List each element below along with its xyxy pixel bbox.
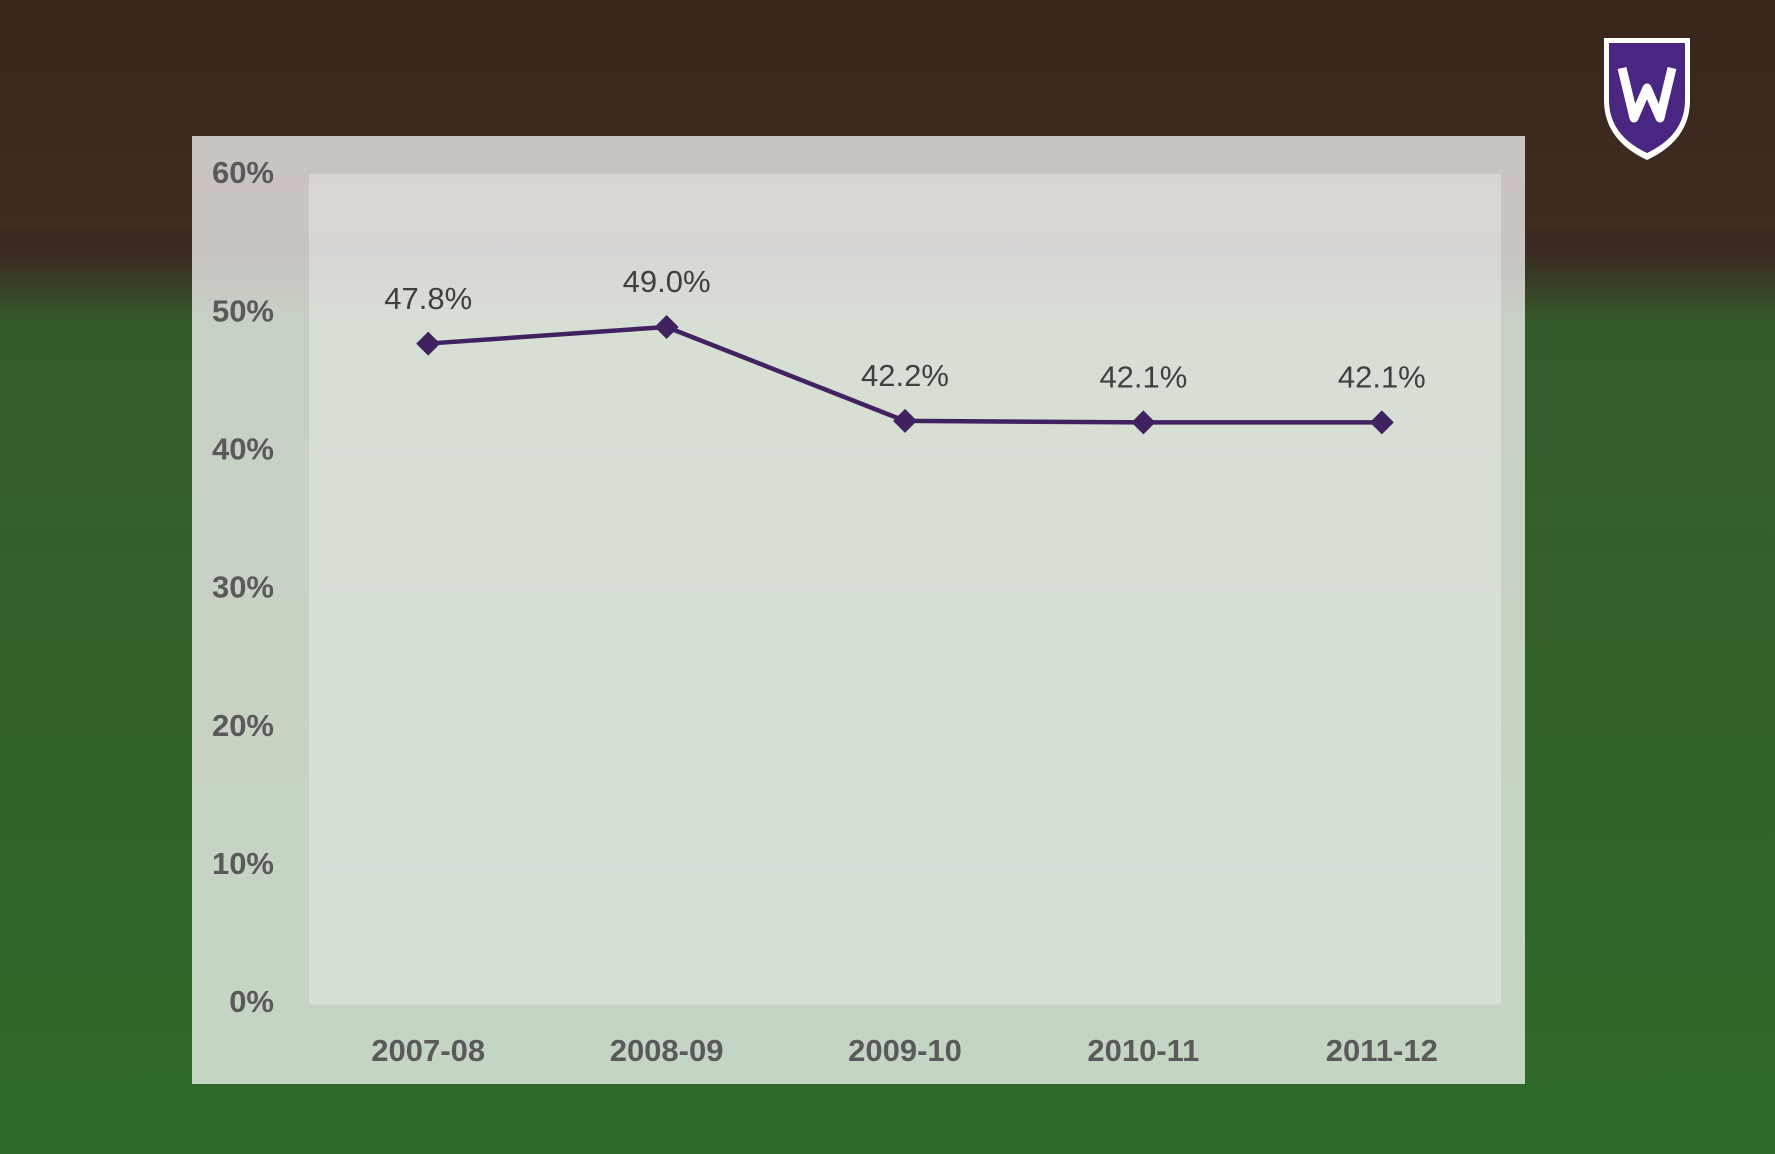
y-tick-label: 20% xyxy=(212,708,274,743)
data-label: 42.1% xyxy=(1338,360,1426,395)
y-tick-label: 50% xyxy=(212,293,274,328)
x-tick-label: 2009-10 xyxy=(848,1033,962,1068)
data-label: 42.1% xyxy=(1099,360,1187,395)
y-tick-label: 60% xyxy=(212,155,274,190)
x-tick-label: 2011-12 xyxy=(1326,1033,1438,1068)
y-tick-label: 40% xyxy=(212,432,274,467)
page: 0% 10% 20% 30% 40% 50% 60% 2007-08 2008-09 2009-1… xyxy=(0,0,1775,1154)
x-tick-label: 2007-08 xyxy=(371,1033,485,1068)
data-label: 42.2% xyxy=(861,358,949,393)
data-label: 47.8% xyxy=(384,281,472,316)
data-label: 49.0% xyxy=(623,264,711,299)
y-tick-label: 30% xyxy=(212,570,274,605)
x-tick-label: 2010-11 xyxy=(1087,1033,1199,1068)
x-tick-label: 2008-09 xyxy=(610,1033,724,1068)
chart: 0% 10% 20% 30% 40% 50% 60% 2007-08 2008-09 2009-1… xyxy=(0,0,1775,1154)
y-tick-label: 10% xyxy=(212,846,274,881)
y-tick-label: 0% xyxy=(229,984,274,1019)
